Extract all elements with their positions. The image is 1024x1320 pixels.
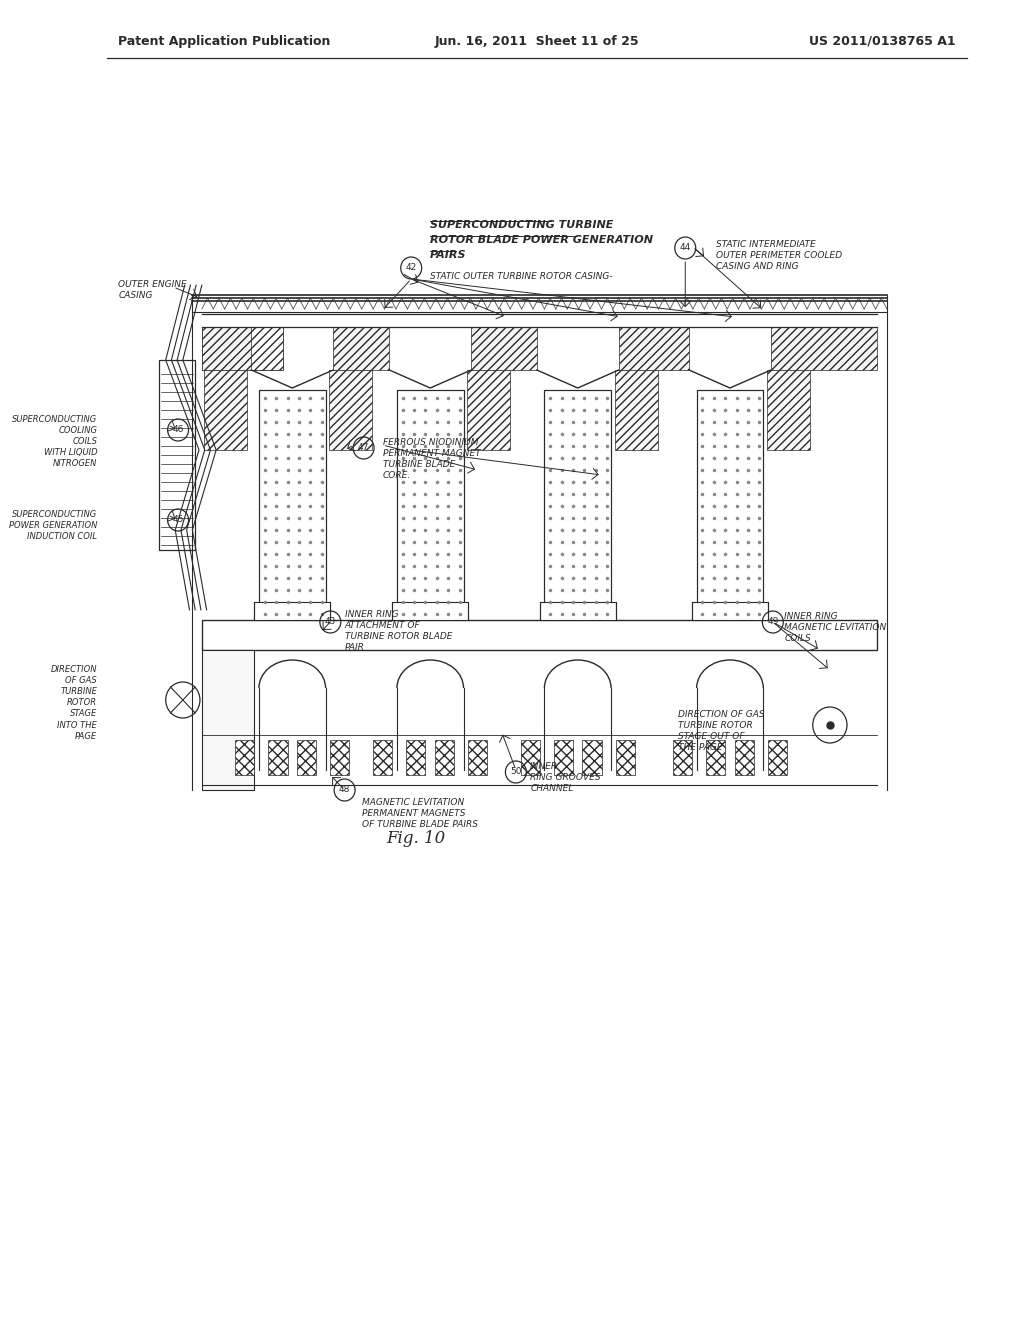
Bar [435, 741, 454, 775]
Text: 42: 42 [406, 264, 417, 272]
Text: Patent Application Publication: Patent Application Publication [118, 36, 331, 48]
Text: OUTER ENGINE
CASING: OUTER ENGINE CASING [118, 280, 187, 300]
Text: 44: 44 [680, 243, 691, 252]
Bar [545, 389, 611, 620]
Bar [204, 370, 247, 450]
Text: ROTOR BLADE POWER GENERATION: ROTOR BLADE POWER GENERATION [430, 235, 653, 246]
Bar [259, 389, 326, 620]
Bar [254, 602, 331, 620]
Bar [767, 370, 810, 450]
Text: SUPERCONDUCTING
COOLING
COILS
WITH LIQUID
NITROGEN: SUPERCONDUCTING COOLING COILS WITH LIQUI… [12, 414, 97, 469]
Text: Fig. 10: Fig. 10 [386, 830, 445, 847]
Bar [696, 389, 763, 620]
Bar [331, 741, 349, 775]
Bar [520, 741, 540, 775]
Bar [159, 360, 196, 550]
Bar [583, 741, 601, 775]
Bar [236, 741, 254, 775]
Bar [673, 741, 692, 775]
Bar [297, 741, 316, 775]
Bar [554, 741, 573, 775]
Bar [545, 389, 611, 620]
Bar [692, 602, 768, 620]
Bar [202, 649, 254, 789]
Bar [397, 389, 464, 620]
Text: INNER RING
MAGNETIC LEVITATION
COILS: INNER RING MAGNETIC LEVITATION COILS [784, 612, 887, 643]
Bar [202, 620, 878, 649]
Text: SUPERCONDUCTING
POWER GENERATION
INDUCTION COIL: SUPERCONDUCTING POWER GENERATION INDUCTI… [9, 510, 97, 541]
Text: INNER RING
ATTACHMENT OF
TURBINE ROTOR BLADE
PAIR: INNER RING ATTACHMENT OF TURBINE ROTOR B… [345, 610, 453, 652]
Text: FERROUS NIODINIUM
PERMANENT MAGNET
TURBINE BLADE
CORE.: FERROUS NIODINIUM PERMANENT MAGNET TURBI… [383, 438, 480, 480]
Text: 50: 50 [510, 767, 521, 776]
Bar [397, 389, 464, 620]
Text: SUPERCONDUCTING TURBINE: SUPERCONDUCTING TURBINE [430, 220, 613, 230]
Bar [259, 389, 326, 620]
Bar [471, 327, 537, 370]
Text: INNER
RING GROOVES
CHANNEL: INNER RING GROOVES CHANNEL [530, 762, 601, 793]
Text: 48: 48 [339, 785, 350, 795]
Text: 46: 46 [172, 425, 183, 434]
Bar [392, 602, 468, 620]
Bar [373, 741, 392, 775]
Bar [771, 327, 878, 370]
Bar [696, 389, 763, 620]
Bar [202, 327, 283, 370]
Bar [768, 741, 787, 775]
Text: MAGNETIC LEVITATION
PERMANENT MAGNETS
OF TURBINE BLADE PAIRS: MAGNETIC LEVITATION PERMANENT MAGNETS OF… [361, 799, 478, 829]
Text: Jun. 16, 2011  Sheet 11 of 25: Jun. 16, 2011 Sheet 11 of 25 [434, 36, 639, 48]
Text: STATIC INTERMEDIATE
OUTER PERIMETER COOLED
CASING AND RING: STATIC INTERMEDIATE OUTER PERIMETER COOL… [716, 240, 842, 271]
Text: 49: 49 [767, 618, 778, 627]
Text: STATIC OUTER TURBINE ROTOR CASING-: STATIC OUTER TURBINE ROTOR CASING- [430, 272, 613, 281]
Bar [333, 327, 389, 370]
Text: DIRECTION
OF GAS
TURBINE
ROTOR
STAGE
INTO THE
PAGE: DIRECTION OF GAS TURBINE ROTOR STAGE INT… [51, 665, 97, 741]
Bar [330, 370, 372, 450]
Bar [614, 370, 657, 450]
Bar [618, 327, 689, 370]
Bar [467, 370, 510, 450]
Text: 45: 45 [172, 516, 183, 524]
Bar [468, 741, 487, 775]
Text: 43: 43 [325, 618, 336, 627]
Text: PAIRS: PAIRS [430, 249, 467, 260]
Bar [202, 327, 251, 370]
Text: US 2011/0138765 A1: US 2011/0138765 A1 [809, 36, 955, 48]
Bar [615, 741, 635, 775]
Bar [407, 741, 426, 775]
Bar [268, 741, 288, 775]
Text: 47: 47 [358, 444, 370, 453]
Text: DIRECTION OF GAS
TURBINE ROTOR
STAGE OUT OF
THE PAGE: DIRECTION OF GAS TURBINE ROTOR STAGE OUT… [678, 710, 764, 752]
Bar [735, 741, 754, 775]
Bar [707, 741, 725, 775]
Bar [540, 602, 615, 620]
